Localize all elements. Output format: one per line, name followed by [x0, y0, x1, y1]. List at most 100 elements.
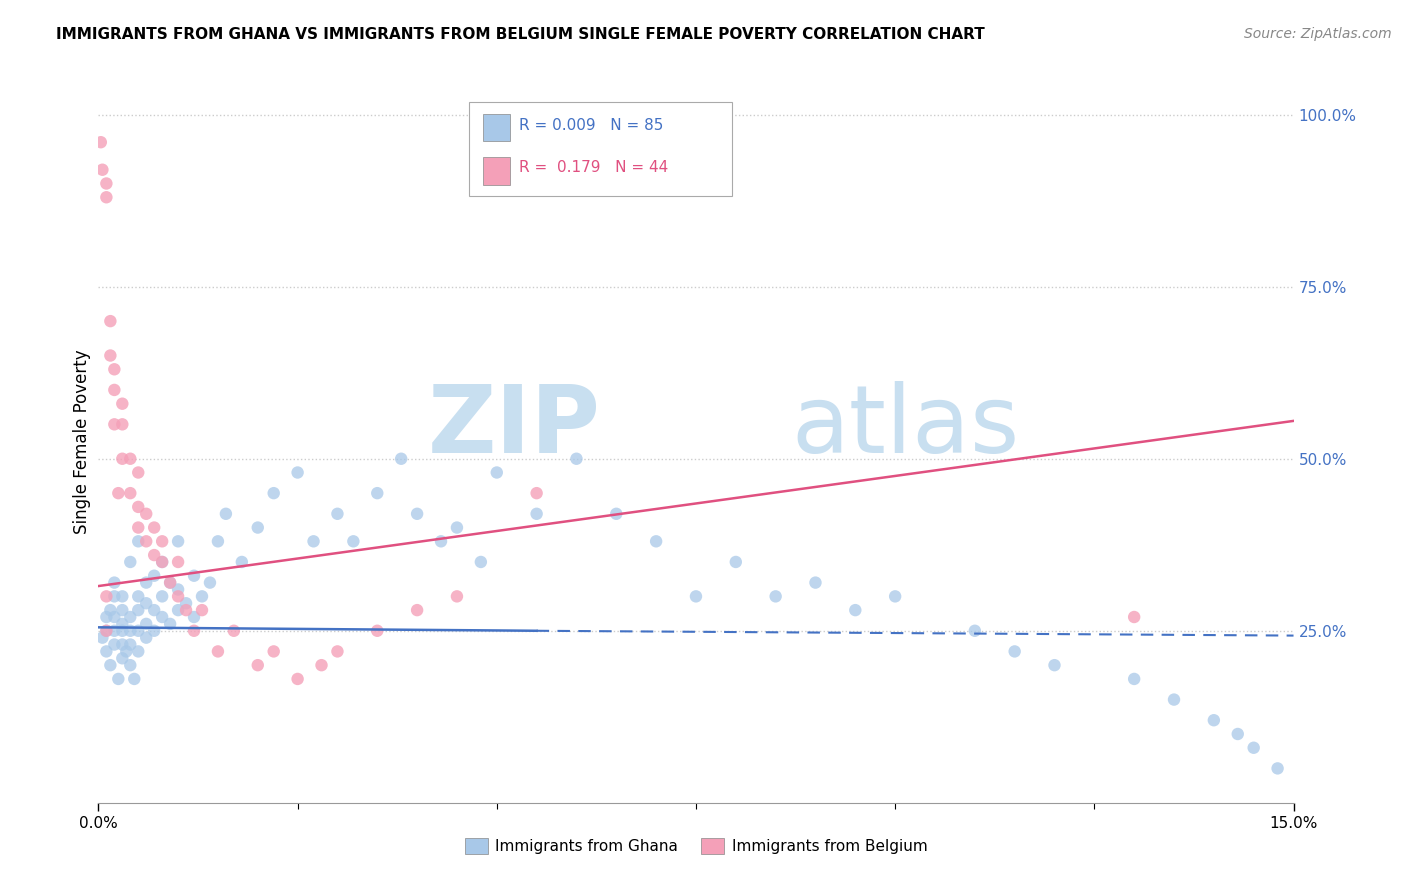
Point — [1243, 740, 1265, 755]
Point — [143, 624, 166, 638]
Point — [103, 610, 125, 624]
Point — [98, 349, 122, 363]
Text: Source: ZipAtlas.com: Source: ZipAtlas.com — [1244, 27, 1392, 41]
Point — [91, 162, 114, 177]
Point — [1202, 713, 1225, 727]
Point — [103, 362, 125, 376]
Point — [111, 638, 134, 652]
Point — [120, 638, 142, 652]
Point — [135, 507, 157, 521]
Point — [98, 658, 122, 673]
Point — [150, 555, 173, 569]
Point — [167, 534, 190, 549]
Point — [143, 568, 166, 582]
Point — [127, 500, 149, 514]
Point — [120, 658, 142, 673]
Point — [135, 575, 157, 590]
Point — [91, 631, 114, 645]
Point — [159, 575, 181, 590]
Point — [485, 466, 508, 480]
Text: R =  0.179   N = 44: R = 0.179 N = 44 — [519, 161, 668, 175]
Point — [98, 603, 122, 617]
Point — [198, 575, 221, 590]
Point — [150, 534, 173, 549]
Point — [111, 603, 134, 617]
Point — [127, 590, 149, 604]
FancyBboxPatch shape — [470, 102, 733, 196]
Point — [150, 610, 173, 624]
Point — [111, 624, 134, 638]
Point — [111, 417, 134, 432]
Point — [135, 631, 157, 645]
Point — [111, 590, 134, 604]
Point — [605, 507, 627, 521]
Point — [207, 534, 229, 549]
Bar — [484, 114, 509, 142]
Text: IMMIGRANTS FROM GHANA VS IMMIGRANTS FROM BELGIUM SINGLE FEMALE POVERTY CORRELATI: IMMIGRANTS FROM GHANA VS IMMIGRANTS FROM… — [56, 27, 986, 42]
Point — [107, 486, 129, 500]
Point — [111, 651, 134, 665]
Point — [96, 624, 118, 638]
Point — [406, 603, 429, 617]
Point — [326, 644, 349, 658]
Point — [120, 624, 142, 638]
Point — [111, 397, 134, 411]
Point — [963, 624, 986, 638]
Point — [844, 603, 866, 617]
Point — [167, 555, 190, 569]
Point — [103, 417, 125, 432]
Point — [246, 658, 269, 673]
Point — [150, 590, 173, 604]
Point — [183, 610, 205, 624]
Y-axis label: Single Female Poverty: Single Female Poverty — [73, 350, 91, 533]
Point — [430, 534, 453, 549]
Point — [724, 555, 747, 569]
Point — [143, 520, 166, 534]
Point — [96, 624, 118, 638]
Point — [246, 520, 269, 534]
Point — [804, 575, 827, 590]
Point — [143, 548, 166, 562]
Text: ZIP: ZIP — [427, 381, 600, 473]
Point — [135, 596, 157, 610]
Point — [127, 624, 149, 638]
Point — [263, 644, 285, 658]
Point — [159, 575, 181, 590]
Point — [159, 616, 181, 631]
Point — [1163, 692, 1185, 706]
Point — [207, 644, 229, 658]
Point — [215, 507, 238, 521]
Point — [1123, 672, 1146, 686]
Point — [96, 644, 118, 658]
Point — [90, 135, 112, 149]
Point — [150, 555, 173, 569]
Point — [1004, 644, 1026, 658]
Point — [1226, 727, 1249, 741]
Point — [103, 624, 125, 638]
Point — [287, 672, 309, 686]
Point — [120, 555, 142, 569]
Legend: Immigrants from Ghana, Immigrants from Belgium: Immigrants from Ghana, Immigrants from B… — [458, 832, 934, 860]
Point — [127, 644, 149, 658]
Point — [287, 466, 309, 480]
Point — [115, 644, 138, 658]
Point — [103, 383, 125, 397]
Point — [98, 314, 122, 328]
Point — [135, 616, 157, 631]
Point — [96, 177, 118, 191]
Point — [565, 451, 588, 466]
Point — [120, 451, 142, 466]
Point — [167, 582, 190, 597]
Point — [446, 590, 468, 604]
Point — [107, 672, 129, 686]
Point — [124, 672, 146, 686]
Point — [406, 507, 429, 521]
Text: R = 0.009   N = 85: R = 0.009 N = 85 — [519, 118, 664, 133]
Point — [174, 603, 197, 617]
Point — [526, 486, 548, 500]
Bar — [484, 157, 509, 185]
Point — [302, 534, 325, 549]
Point — [183, 568, 205, 582]
Point — [645, 534, 668, 549]
Point — [120, 486, 142, 500]
